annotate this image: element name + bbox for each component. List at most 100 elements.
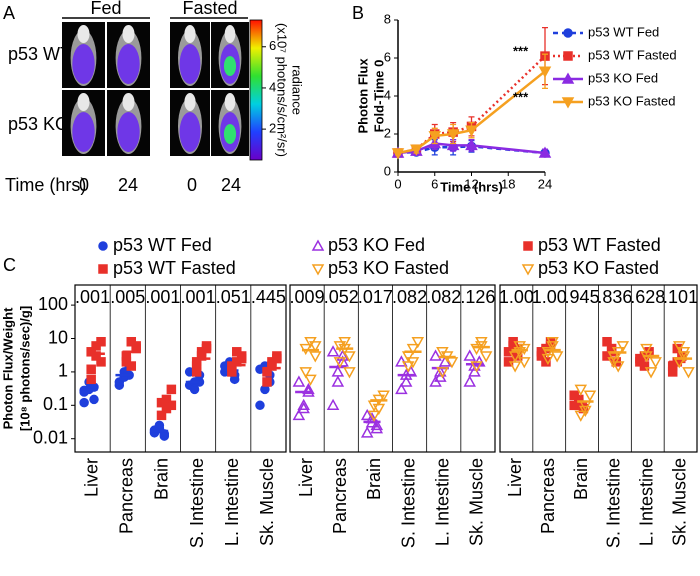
point: [411, 336, 425, 349]
axis-label: Photon Flux: [355, 58, 370, 134]
point: [370, 418, 384, 431]
row-label: p53 KO: [8, 114, 69, 134]
point: [479, 351, 493, 363]
point: [196, 347, 207, 357]
point: [86, 374, 96, 385]
category-label: Liver: [505, 458, 525, 497]
time-label: Time (hrs): [5, 175, 86, 195]
point: [513, 347, 526, 359]
annotation: .001: [181, 287, 216, 307]
category-label: Pancreas: [117, 458, 137, 534]
mouse-head: [122, 93, 135, 111]
point: [602, 336, 612, 347]
column-header: Fed: [90, 0, 121, 18]
tick-label: 2: [269, 121, 276, 136]
point: [546, 341, 559, 353]
annotation: 1.00: [532, 287, 567, 307]
signal: [179, 112, 201, 152]
point: [428, 131, 442, 143]
point: [470, 343, 483, 356]
signal: [117, 112, 140, 152]
point: [292, 375, 306, 387]
point: [391, 148, 405, 160]
axis-label: radiance: [290, 65, 305, 115]
point: [331, 375, 345, 387]
tick-label: 12: [464, 176, 478, 191]
category-label: Liver: [81, 458, 101, 497]
point: [541, 347, 555, 359]
point: [550, 351, 564, 363]
category-label: Brain: [152, 458, 172, 500]
point: [463, 349, 476, 361]
point: [336, 349, 349, 361]
tick-label: 8: [384, 11, 391, 26]
point: [406, 343, 420, 356]
point: [343, 367, 356, 379]
point: [367, 410, 381, 422]
point: [372, 403, 386, 416]
point: [468, 359, 481, 371]
point: [79, 397, 89, 408]
category-label: S. Intestine: [398, 458, 418, 548]
point: [523, 241, 533, 251]
point: [191, 367, 202, 377]
point: [561, 72, 575, 84]
point: [96, 336, 106, 347]
axis-label: [10⁸ photons/sec)/g]: [17, 306, 32, 431]
annotation: .945: [565, 287, 600, 307]
point: [563, 28, 573, 38]
annotation: .628: [630, 287, 665, 307]
legend-label: p53 KO Fed: [588, 70, 658, 85]
tick-label: 2: [384, 125, 391, 140]
point: [227, 367, 237, 377]
point: [360, 408, 374, 421]
point: [538, 146, 552, 158]
point: [513, 341, 526, 353]
point: [189, 384, 200, 395]
point: [326, 345, 340, 357]
point: [131, 341, 141, 351]
point: [166, 384, 177, 395]
hotspot: [223, 56, 237, 76]
annotation: .052: [324, 287, 359, 307]
annotation: .051: [216, 287, 251, 307]
point: [579, 405, 592, 418]
point: [262, 377, 272, 387]
category-label: Brain: [364, 458, 384, 500]
point: [292, 408, 306, 421]
mouse-head: [122, 25, 135, 43]
point: [126, 361, 137, 371]
legend-label: p53 KO Fasted: [588, 93, 675, 108]
point: [434, 365, 447, 377]
point: [574, 410, 588, 422]
tick-label: 4: [269, 79, 276, 94]
point: [541, 357, 551, 367]
point: [96, 357, 106, 367]
point: [333, 341, 347, 353]
tick-label: 0.1: [43, 394, 68, 414]
time-value: 24: [221, 175, 241, 195]
tick-label: 100: [38, 294, 68, 314]
annotation: ***: [513, 43, 529, 58]
annotation: 1.00: [499, 287, 534, 307]
point: [343, 351, 356, 363]
point: [377, 390, 390, 402]
point: [333, 357, 347, 369]
row-label: p53 WT: [8, 44, 71, 64]
point: [410, 144, 423, 156]
annotation: .017: [358, 287, 393, 307]
annotation: .082: [392, 287, 427, 307]
point: [508, 351, 522, 363]
point: [236, 353, 247, 364]
category-label: Pancreas: [538, 458, 558, 534]
point: [465, 138, 478, 151]
legend-label: p53 KO Fed: [328, 235, 425, 255]
category-label: Pancreas: [330, 458, 350, 534]
category-label: Sk. Muscle: [467, 458, 487, 546]
legend-label: p53 WT Fed: [588, 24, 659, 39]
point: [667, 361, 678, 371]
axis-label: Photon Flux/Weight: [0, 307, 15, 429]
point: [232, 347, 242, 357]
point: [297, 402, 310, 414]
